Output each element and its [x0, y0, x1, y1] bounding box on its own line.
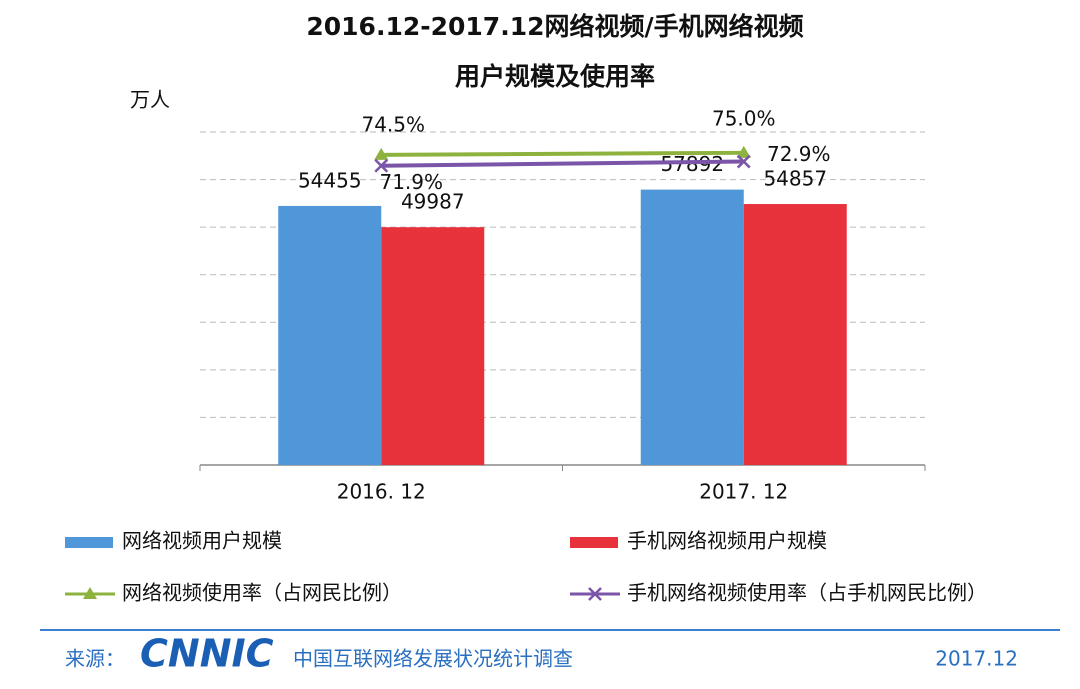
legend-label: 网络视频使用率（占网民比例）	[122, 581, 402, 605]
y-axis-label: 万人	[130, 88, 170, 112]
data-label: 54857	[763, 167, 827, 191]
footer-date: 2017.12	[935, 647, 1018, 671]
legend-label: 网络视频用户规模	[122, 529, 282, 553]
bar	[381, 227, 485, 465]
source-label: 来源：	[65, 647, 125, 671]
data-label: 75.0%	[712, 106, 776, 130]
line	[381, 150, 744, 157]
marker	[374, 158, 389, 173]
logo: CNNIC	[140, 632, 274, 676]
legend-marker	[588, 587, 602, 601]
marker	[374, 147, 389, 160]
data-label: 49987	[401, 190, 465, 214]
bar	[743, 204, 847, 465]
data-label: 72.9%	[767, 142, 831, 166]
legend-label: 手机网络视频用户规模	[627, 529, 827, 553]
legend-marker	[83, 587, 97, 599]
bar	[640, 189, 744, 465]
legend-label: 手机网络视频使用率（占手机网民比例）	[627, 581, 987, 605]
chart-title: 2016.12-2017.12网络视频/手机网络视频	[306, 12, 803, 41]
bar	[278, 205, 382, 466]
data-label: 54455	[298, 168, 362, 192]
chart-title: 用户规模及使用率	[455, 62, 655, 91]
legend-swatch	[65, 537, 113, 548]
data-label: 71.9%	[379, 170, 443, 194]
x-tick-label: 2016. 12	[337, 480, 426, 504]
marker	[736, 154, 751, 169]
legend-swatch	[570, 537, 618, 548]
line	[381, 159, 744, 168]
x-tick-label: 2017. 12	[699, 480, 788, 504]
marker	[736, 145, 751, 158]
data-label: 74.5%	[361, 112, 425, 136]
survey-name: 中国互联网络发展状况统计调查	[293, 647, 573, 671]
